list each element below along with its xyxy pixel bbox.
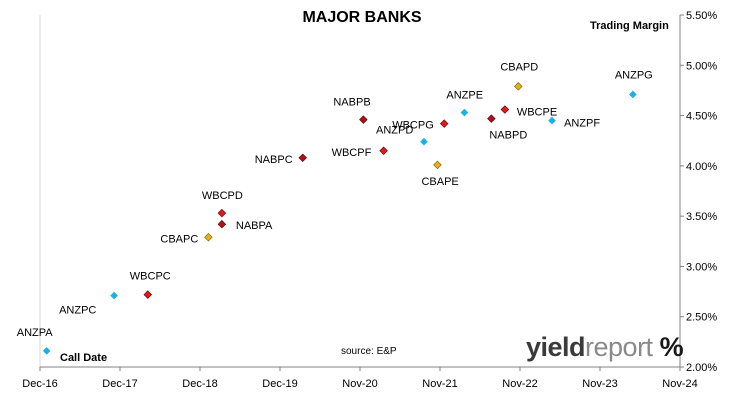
x-tick-label: Dec-19 [262,378,297,390]
data-point-anzpe [460,108,469,117]
y-tick-label: 5.50% [686,10,717,22]
yieldreport-logo: yieldreport % [526,332,684,363]
data-label-anzpc: ANZPC [59,305,96,317]
data-point-wbcpf [379,146,388,155]
data-label-cbape: CBAPE [421,176,458,188]
data-label-nabpd: NABPD [489,130,527,142]
logo-text-report: report [585,332,653,362]
chart-title: MAJOR BANKS [302,9,422,26]
y-tick-label: 4.00% [686,161,717,173]
x-axis-label: Call Date [60,352,108,364]
data-point-anzpg [629,90,637,99]
data-label-cbapc: CBAPC [160,233,198,245]
data-point-wbcpd [217,208,227,218]
y-tick-label: 4.50% [686,111,717,123]
data-point-anzpa [42,347,51,355]
y-tick-label: 2.50% [686,312,717,324]
y-axis-label: Trading Margin [590,20,669,32]
logo-percent-icon: % [659,332,684,362]
data-point-cbapd [514,82,523,91]
data-label-wbcpe: WBCPE [517,107,557,119]
data-point-nabpd [487,114,496,123]
data-point-anzpc [110,291,118,300]
x-tick-label: Dec-17 [102,378,137,390]
data-point-wbcpg [439,119,449,128]
data-label-anzpe: ANZPE [446,90,483,102]
data-point-nabpa [217,219,227,229]
x-tick-label: Nov-20 [342,378,377,390]
data-label-anzpa: ANZPA [17,327,54,339]
y-tick-label: 3.50% [686,211,717,223]
x-tick-label: Dec-16 [22,378,57,390]
x-tick-label: Nov-24 [662,378,697,390]
data-point-anzpf [548,116,556,125]
data-label-nabpa: NABPA [236,220,273,232]
data-point-cbape [433,160,442,170]
data-label-cbapd: CBAPD [500,61,538,73]
x-tick-label: Nov-22 [502,378,537,390]
data-label-wbcpf: WBCPF [332,147,372,159]
data-label-nabpb: NABPB [333,97,370,109]
data-point-anzpd [420,137,428,146]
data-point-cbapc [204,233,213,242]
x-tick-label: Nov-21 [422,378,457,390]
logo-text-yield: yield [526,332,586,362]
source-note: source: E&P [341,346,397,357]
data-label-wbcpc: WBCPC [130,271,171,283]
y-tick-label: 3.00% [686,261,717,273]
data-label-nabpc: NABPC [255,154,293,166]
y-tick-label: 5.00% [686,60,717,72]
data-point-nabpb [359,115,368,124]
x-tick-label: Nov-23 [582,378,617,390]
data-point-wbcpc [143,290,153,299]
x-tick-label: Dec-18 [182,378,217,390]
data-label-anzpg: ANZPG [615,69,653,81]
data-point-nabpc [298,153,307,163]
data-label-anzpf: ANZPF [564,118,600,130]
data-label-wbcpd: WBCPD [202,190,243,202]
data-point-wbcpe [500,105,510,114]
data-label-anzpd: ANZPD [376,125,413,137]
y-tick-label: 2.00% [686,362,717,374]
data-label-wbcpg: WBCPG [392,120,434,132]
